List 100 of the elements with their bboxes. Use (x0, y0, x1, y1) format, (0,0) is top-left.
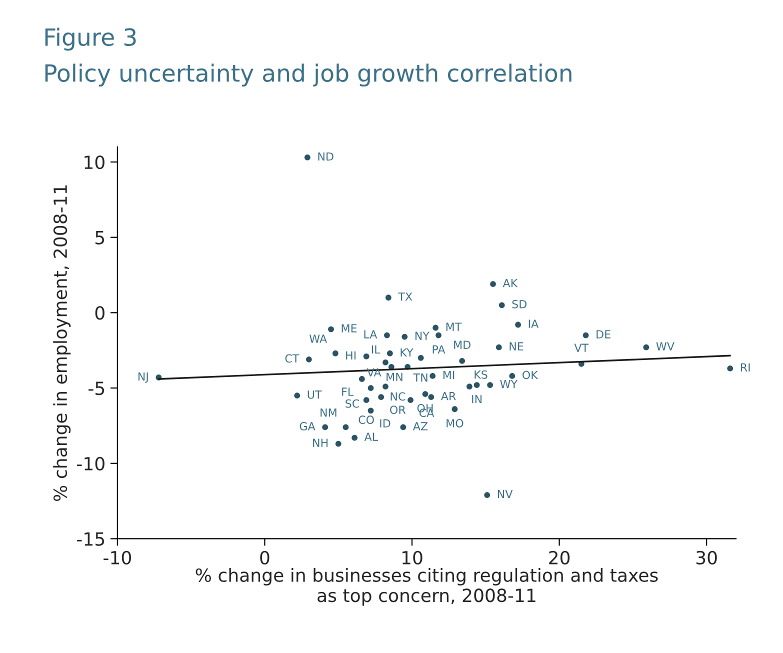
data-label: KS (474, 370, 488, 379)
point (466, 384, 472, 390)
data-label: WV (656, 342, 674, 350)
point (459, 358, 466, 364)
y-tick-label: 10 (84, 155, 104, 170)
x-axis-title: % change in businesses citing regulation and taxes as top concern, 2008-11 (196, 568, 658, 606)
point (358, 376, 365, 382)
point (436, 332, 442, 338)
point (474, 382, 480, 388)
y-axis-title: % change in employment, 2008-11 (53, 185, 71, 501)
data-label: MT (446, 322, 462, 331)
data-label: AK (502, 279, 518, 288)
chart-subtitle: Policy uncertainty and job growth correlation (45, 64, 572, 87)
data-label: NH (313, 438, 328, 447)
x-tick-label: 30 (696, 550, 717, 565)
point (490, 281, 496, 287)
point (335, 440, 342, 447)
data-label: NV (498, 490, 513, 498)
data-label: TN (413, 374, 428, 382)
data-label: NC (390, 392, 406, 401)
data-label: IA (528, 320, 539, 328)
data-label: AR (440, 392, 456, 400)
point (342, 424, 349, 430)
x-tick-label: 0 (260, 550, 270, 565)
data-label: OR (390, 406, 406, 414)
data-label: CT (285, 354, 300, 363)
data-label: RI (740, 363, 750, 372)
point (332, 350, 338, 356)
point (378, 394, 384, 400)
data-label: VT (574, 344, 589, 352)
point (496, 344, 502, 350)
data-label: TX (398, 292, 412, 301)
data-label: PA (432, 345, 446, 354)
point (422, 391, 428, 398)
chart-title: Figure 3 (45, 28, 136, 51)
point (727, 365, 734, 372)
data-label: MD (454, 340, 470, 349)
point (400, 424, 406, 430)
data-label: NJ (138, 372, 148, 383)
data-label: DE (596, 330, 610, 338)
point (408, 397, 414, 404)
point (643, 344, 650, 350)
data-label: MO (446, 419, 464, 428)
point (368, 408, 374, 414)
data-label: GA (300, 422, 316, 430)
point (368, 385, 374, 391)
data-label: NM (320, 408, 336, 417)
data-label: WY (500, 380, 518, 388)
point (432, 324, 439, 331)
y-tick-label: -10 (77, 456, 104, 470)
point (428, 394, 434, 400)
point (384, 332, 390, 338)
data-label: SC (346, 399, 360, 408)
data-label: UT (308, 390, 322, 399)
data-label: SD (512, 300, 527, 308)
data-label: KY (400, 348, 414, 356)
point (582, 332, 589, 338)
data-label: NE (510, 342, 524, 350)
y-tick-label: -15 (77, 532, 104, 546)
data-label: OK (522, 370, 538, 380)
point (385, 294, 392, 301)
point (328, 326, 334, 332)
data-label: ND (318, 152, 334, 161)
x-tick-label: 20 (549, 550, 570, 565)
point (304, 154, 310, 160)
data-label: MN (386, 372, 402, 381)
point (515, 322, 521, 328)
data-label: IN (472, 395, 482, 404)
point (418, 354, 424, 361)
data-label: ME (342, 324, 357, 332)
data-label: MI (443, 370, 454, 380)
point (306, 356, 312, 362)
data-label: WA (309, 334, 327, 343)
point (322, 424, 328, 430)
y-tick-label: 0 (95, 306, 104, 320)
y-tick-label: 5 (96, 231, 104, 244)
point (487, 382, 494, 388)
point (509, 373, 516, 379)
point (363, 397, 370, 404)
data-label: AL (364, 432, 378, 441)
point (386, 350, 393, 356)
data-label: IL (372, 345, 380, 354)
data-label: NY (415, 332, 430, 340)
data-label: CO (358, 416, 374, 424)
point (382, 384, 388, 390)
x-tick-label: 10 (402, 550, 422, 565)
point (382, 359, 388, 366)
point (352, 434, 358, 441)
data-label: HI (346, 351, 356, 360)
point (363, 353, 370, 360)
point (484, 492, 490, 498)
data-label: LA (364, 330, 378, 338)
point (430, 373, 436, 379)
point (498, 302, 505, 308)
point (402, 334, 408, 340)
point (452, 406, 458, 412)
data-label: ID (380, 419, 390, 428)
point (294, 392, 300, 399)
data-label: AZ (412, 422, 428, 430)
data-label: FL (342, 388, 354, 396)
